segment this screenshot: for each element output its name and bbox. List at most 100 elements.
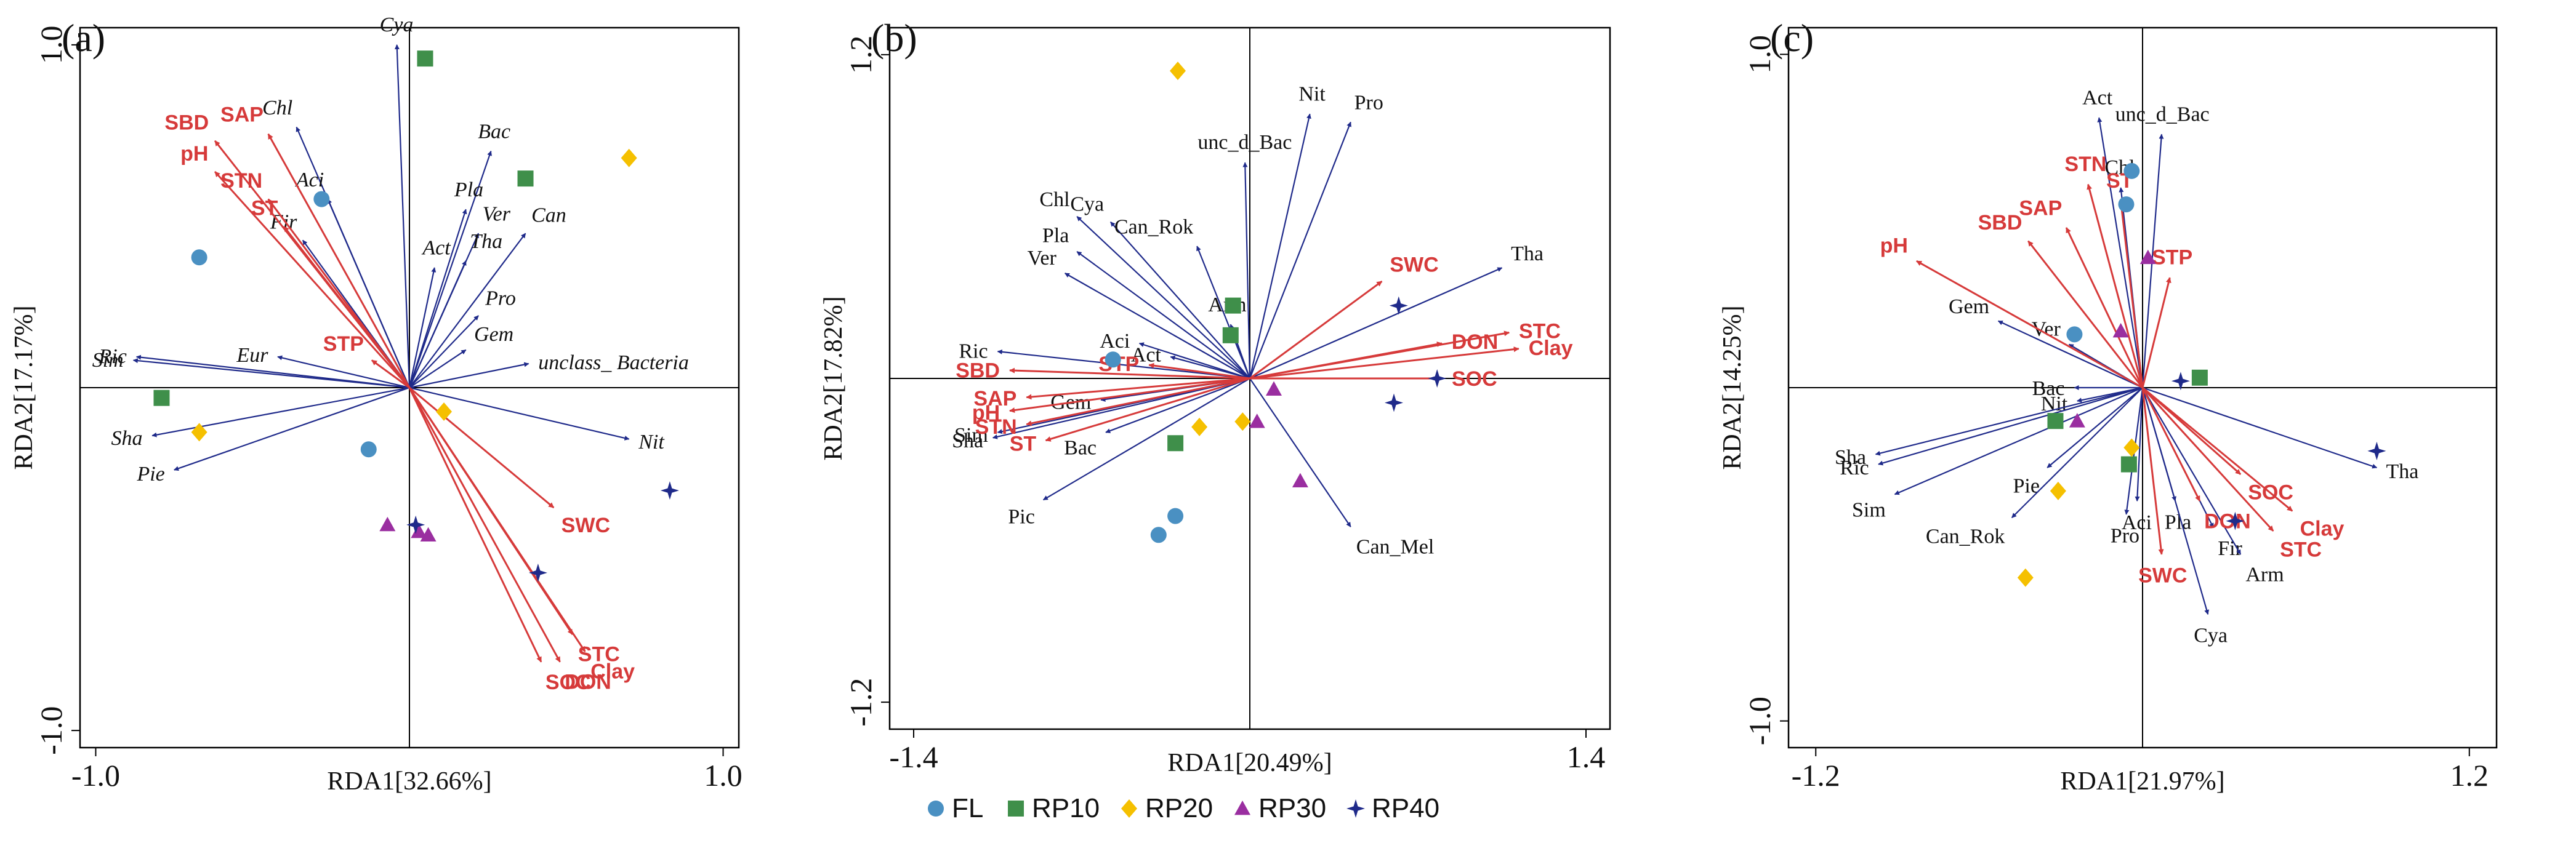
species-vector-label: Nit	[1298, 83, 1326, 106]
rda-panel: (b) -1.4 1.4 1.2 -1.2 RDA1[20.49%] RDA2[17.82%…	[819, 16, 1611, 777]
env-vector-label: SWC	[561, 514, 610, 537]
species-vector-arrow	[1170, 355, 1250, 380]
species-vector-label: Arm	[2245, 564, 2284, 586]
species-vector-arrow	[1249, 267, 1503, 380]
env-vector-arrow	[2065, 227, 2144, 388]
env-vector-label: STP	[323, 332, 364, 356]
species-vector-label: Can_Mel	[1356, 535, 1435, 558]
sample-point-rp30	[379, 516, 396, 532]
species-vector-arrow	[2011, 387, 2143, 519]
species-vector-arrow	[2141, 387, 2210, 615]
env-vector-arrow	[1249, 346, 1519, 380]
x-tick-label: -1.4	[889, 740, 938, 774]
env-vector-arrow	[1026, 377, 1250, 426]
species-vector-arrow	[1878, 386, 2143, 466]
legend-label-rp20: RP20	[1145, 793, 1213, 823]
species-vector-label: Ric	[99, 345, 127, 368]
species-vector-label: unc_d_Bac	[2115, 103, 2210, 126]
species-vector-label: Chl	[262, 97, 292, 119]
env-vector-arrow	[1045, 377, 1250, 442]
species-vector-arrow	[409, 386, 630, 441]
env-vector-arrow	[2142, 386, 2293, 512]
species-vector-label: unc_d_Bac	[1197, 131, 1292, 154]
env-vector-arrow	[2141, 387, 2201, 501]
species-vector-arrow	[1138, 342, 1250, 380]
sample-point-rp40	[2171, 372, 2190, 391]
legend-marker-fl	[928, 801, 944, 817]
env-vector-label: SBD	[1978, 211, 2023, 234]
legend-marker-rp20	[1121, 799, 1137, 818]
species-vector-arrow	[1894, 386, 2143, 495]
species-vector-arrow	[1997, 320, 2143, 388]
sample-point-rp40	[1389, 296, 1408, 315]
legend-label-rp10: RP10	[1032, 793, 1100, 823]
y-axis-label: RDA2[17.82%]	[819, 296, 848, 460]
species-vector-label: Act	[2082, 86, 2113, 109]
x-axis-label: RDA1[20.49%]	[1167, 749, 1332, 777]
species-vector-arrow	[2142, 386, 2378, 469]
env-vector-label: STP	[2152, 246, 2192, 270]
species-vector-label: Ver	[483, 203, 511, 226]
sample-point-fl	[360, 441, 377, 458]
species-vector-label: Can_Rok	[1926, 525, 2005, 548]
panel-label: (c)	[1770, 16, 1814, 60]
species-vector-label: Tha	[2386, 460, 2419, 483]
sample-point-rp10	[2191, 369, 2208, 386]
env-vector-arrow	[1009, 367, 1250, 380]
env-vector-arrow	[408, 387, 542, 663]
sample-point-rp40	[2226, 511, 2245, 530]
x-tick-label: -1.2	[1792, 758, 1840, 793]
species-vector-arrow	[1109, 221, 1250, 379]
legend-label-fl: FL	[952, 793, 983, 823]
species-vector-label: Act	[1131, 344, 1162, 367]
species-vector-arrow	[997, 349, 1250, 380]
x-tick-label: 1.0	[704, 758, 743, 793]
env-vector-arrow	[1249, 280, 1383, 380]
sample-point-rp10	[1225, 297, 1241, 314]
species-vector-arrow	[408, 260, 467, 388]
sample-point-rp10	[2120, 456, 2137, 473]
sample-point-rp10	[153, 390, 170, 406]
sample-point-fl	[1150, 527, 1167, 543]
species-vector-arrow	[277, 355, 410, 389]
y-tick-label: -1.0	[34, 706, 68, 755]
species-vector-arrow	[394, 44, 411, 388]
species-vector-arrow	[409, 362, 529, 389]
env-vector-label: SBD	[956, 359, 1000, 382]
legend-marker-rp10	[1008, 801, 1024, 817]
env-vector-arrow	[408, 387, 586, 652]
species-vector-arrow	[1196, 246, 1251, 379]
sample-point-rp10	[1167, 435, 1184, 452]
species-vector-label: Aci	[1100, 330, 1130, 353]
sample-point-rp20	[2050, 481, 2066, 500]
panel-label: (a)	[62, 16, 105, 60]
species-vector-label: Sim	[1852, 499, 1886, 522]
species-vector-arrow	[409, 233, 526, 388]
sample-point-rp30	[2112, 322, 2129, 338]
species-vector-label: Pie	[136, 463, 164, 485]
species-vector-label: Pro	[2111, 525, 2139, 548]
species-vector-arrow	[408, 209, 467, 388]
species-vector-arrow	[409, 349, 467, 388]
sample-point-rp20	[1191, 417, 1208, 436]
sample-point-fl	[2123, 162, 2140, 179]
env-vector-arrow	[2141, 386, 2274, 532]
env-vector-arrow	[1148, 362, 1250, 380]
env-vector-label: STN	[2064, 153, 2106, 176]
env-vector-label: SWC	[2138, 564, 2187, 588]
y-tick-label: -1.0	[1742, 697, 1777, 745]
species-vector-label: Gem	[474, 323, 513, 346]
legend-label-rp30: RP30	[1258, 793, 1326, 823]
panel-label: (b)	[871, 16, 917, 60]
rda-panel: (c) -1.2 1.2 1.0 -1.0 RDA1[21.97%] RDA2[14.25%…	[1718, 16, 2498, 796]
species-vector-label: Sha	[952, 429, 983, 452]
env-vector-label: STN	[220, 169, 262, 193]
sample-point-fl	[191, 249, 207, 266]
species-vector-label: Fir	[270, 210, 297, 233]
species-vector-label: Pla	[454, 178, 483, 201]
env-vector-label: DON	[565, 671, 611, 694]
env-vector-label: STN	[975, 415, 1017, 439]
sample-point-fl	[313, 191, 330, 207]
legend: FL RP10 RP20 RP30 RP40	[928, 793, 1439, 823]
